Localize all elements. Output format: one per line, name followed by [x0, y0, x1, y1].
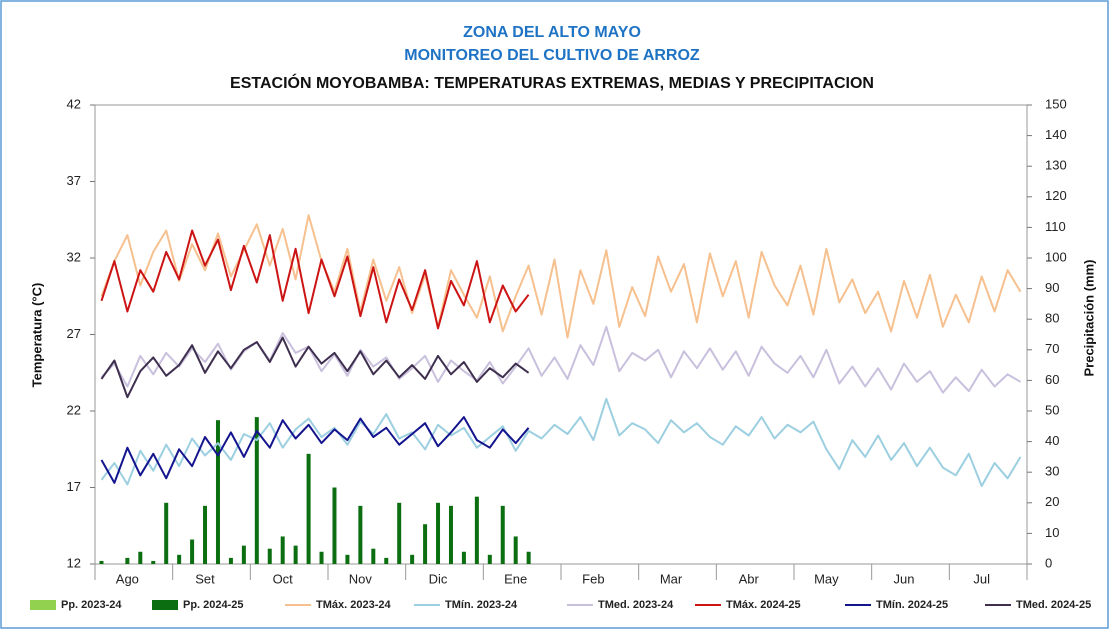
y2-tick-label: 0	[1045, 555, 1052, 570]
x-tick-label: Ene	[504, 571, 527, 586]
y-tick-label: 37	[67, 173, 81, 188]
y2-tick-label: 70	[1045, 341, 1059, 356]
y2-tick-label: 10	[1045, 525, 1059, 540]
y2-tick-label: 30	[1045, 464, 1059, 479]
y-tick-label: 12	[67, 555, 81, 570]
chart-title: ZONA DEL ALTO MAYO	[463, 24, 641, 41]
legend-swatch	[30, 600, 56, 610]
precip-bar	[293, 545, 298, 564]
y-tick-label: 22	[67, 402, 81, 417]
legend-label: TMed. 2023-24	[598, 599, 674, 611]
y-axis-label: Temperatura (°C)	[29, 283, 44, 388]
y2-tick-label: 120	[1045, 188, 1067, 203]
precip-bar	[319, 551, 324, 564]
precip-bar	[513, 536, 518, 564]
precip-bar	[423, 524, 428, 564]
precip-bar	[358, 505, 363, 564]
legend-label: TMín. 2024-25	[876, 599, 948, 611]
precip-bar	[151, 560, 156, 564]
precip-bar	[474, 496, 479, 564]
legend-label: TMed. 2024-25	[1016, 599, 1091, 611]
legend-label: TMín. 2023-24	[445, 599, 518, 611]
x-tick-label: May	[814, 571, 839, 586]
y-tick-label: 32	[67, 249, 81, 264]
legend-swatch	[152, 600, 178, 610]
precip-bar	[177, 554, 182, 564]
precip-bar	[410, 554, 415, 564]
y2-tick-label: 80	[1045, 311, 1059, 326]
legend-label: TMáx. 2024-25	[726, 599, 801, 611]
y2-tick-label: 130	[1045, 158, 1067, 173]
precip-bar	[384, 557, 389, 564]
x-tick-label: Nov	[349, 571, 373, 586]
chart-subtitle: MONITOREO DEL CULTIVO DE ARROZ	[404, 47, 700, 64]
y-tick-label: 27	[67, 326, 81, 341]
temperature-line	[100, 336, 530, 399]
x-tick-label: Dic	[429, 571, 448, 586]
y2-tick-label: 90	[1045, 280, 1059, 295]
y2-tick-label: 150	[1045, 96, 1067, 111]
precip-bar	[228, 557, 233, 564]
precip-bar	[332, 487, 337, 564]
precip-bar	[397, 502, 402, 564]
x-tick-label: Feb	[582, 571, 604, 586]
precip-bar	[500, 505, 505, 564]
y2-axis-label: Precipitación (mm)	[1081, 259, 1096, 376]
temperature-line	[100, 214, 1022, 339]
precip-bar	[254, 417, 259, 564]
precip-bar	[215, 420, 220, 564]
y-tick-label: 17	[67, 479, 81, 494]
legend-label: TMáx. 2023-24	[316, 599, 391, 611]
precip-bar	[461, 551, 466, 564]
precip-bar	[436, 502, 441, 564]
temperature-line	[100, 397, 1022, 487]
legend-label: Pp. 2024-25	[183, 599, 244, 611]
x-tick-label: Mar	[660, 571, 683, 586]
precip-bar	[487, 554, 492, 564]
x-tick-label: Set	[195, 571, 215, 586]
precip-bar	[306, 453, 311, 564]
chart-heading: ESTACIÓN MOYOBAMBA: TEMPERATURAS EXTREMA…	[230, 73, 874, 92]
precip-bar	[448, 505, 453, 564]
precip-bar	[526, 551, 531, 564]
legend-label: Pp. 2023-24	[61, 599, 122, 611]
precip-bar	[280, 536, 285, 564]
precip-bar	[164, 502, 169, 564]
y2-tick-label: 100	[1045, 249, 1067, 264]
x-tick-label: Jun	[894, 571, 915, 586]
precip-bar	[190, 539, 195, 564]
precip-bar	[203, 505, 208, 564]
temperature-line	[100, 229, 530, 330]
y2-tick-label: 20	[1045, 494, 1059, 509]
x-tick-label: Oct	[273, 571, 294, 586]
temperature-line	[100, 416, 530, 484]
y2-tick-label: 50	[1045, 402, 1059, 417]
x-tick-label: Jul	[973, 571, 990, 586]
precip-bar	[138, 551, 143, 564]
precip-bar	[99, 560, 104, 564]
precip-bar	[241, 545, 246, 564]
precip-bar	[371, 548, 376, 564]
y2-tick-label: 40	[1045, 433, 1059, 448]
y-tick-label: 42	[67, 96, 81, 111]
x-tick-label: Abr	[739, 571, 760, 586]
y2-tick-label: 60	[1045, 372, 1059, 387]
y2-tick-label: 110	[1045, 219, 1066, 234]
x-tick-label: Ago	[116, 571, 139, 586]
precip-bar	[345, 554, 350, 564]
y2-tick-label: 140	[1045, 127, 1067, 142]
precip-bar	[125, 557, 130, 564]
precip-bar	[267, 548, 272, 564]
